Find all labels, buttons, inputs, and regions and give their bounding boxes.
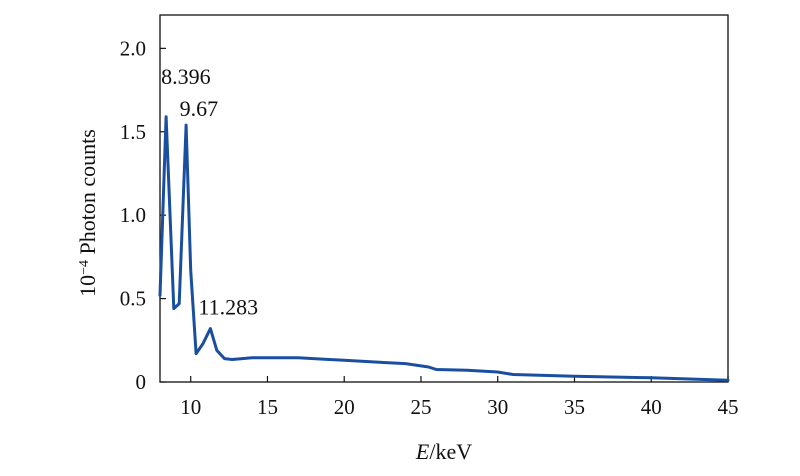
x-tick-label: 35 xyxy=(564,395,585,419)
x-tick-label: 40 xyxy=(641,395,662,419)
y-tick-label: 0 xyxy=(136,370,147,394)
x-tick-label: 20 xyxy=(334,395,355,419)
x-tick-label: 25 xyxy=(410,395,431,419)
y-axis-title-rest: Photon counts xyxy=(75,129,100,260)
x-axis-title-rest: /keV xyxy=(429,439,472,464)
y-tick-label: 2.0 xyxy=(120,36,146,60)
y-tick-label: 1.0 xyxy=(120,203,146,227)
y-tick-label: 0.5 xyxy=(120,287,146,311)
peak-annotation: 8.396 xyxy=(161,64,211,89)
x-axis-title: E/keV xyxy=(415,439,472,464)
x-tick-label: 45 xyxy=(718,395,739,419)
x-tick-label: 30 xyxy=(487,395,508,419)
x-tick-label: 15 xyxy=(257,395,278,419)
y-axis-title-prefix: 10 xyxy=(75,275,100,297)
plot-area: 10 15 20 25 30 35 40 45 0 0.5 1.0 1.5 2.0 8.396 9.67 11… xyxy=(120,14,739,419)
x-axis-title-italic: E xyxy=(415,439,430,464)
peak-annotation: 11.283 xyxy=(198,295,258,320)
x-tick-label: 10 xyxy=(180,395,201,419)
peak-annotation: 9.67 xyxy=(180,96,219,121)
y-axis-title-sup: −4 xyxy=(77,260,92,275)
y-tick-label: 1.5 xyxy=(120,120,146,144)
y-axis-title: 10−4 Photon counts xyxy=(75,129,100,297)
spectrum-line xyxy=(158,115,730,382)
plot-frame xyxy=(159,14,729,383)
